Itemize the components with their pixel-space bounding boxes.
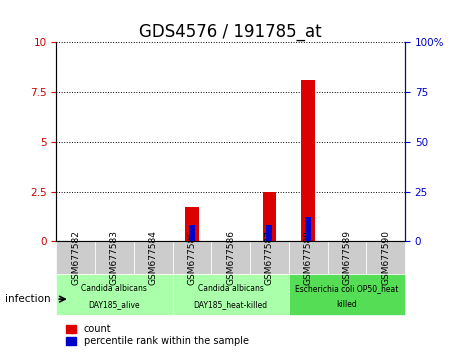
Text: infection: infection — [4, 294, 50, 304]
Bar — [189, 225, 195, 241]
Text: GSM677584: GSM677584 — [148, 230, 157, 285]
FancyBboxPatch shape — [172, 274, 289, 315]
Bar — [266, 225, 272, 241]
Text: DAY185_alive: DAY185_alive — [89, 301, 140, 309]
FancyBboxPatch shape — [289, 241, 328, 274]
Text: Escherichia coli OP50_heat: Escherichia coli OP50_heat — [295, 284, 399, 293]
FancyBboxPatch shape — [366, 241, 405, 274]
Text: Candida albicans: Candida albicans — [198, 284, 264, 293]
FancyBboxPatch shape — [289, 274, 405, 315]
Text: DAY185_heat-killed: DAY185_heat-killed — [194, 301, 268, 309]
FancyBboxPatch shape — [56, 274, 172, 315]
FancyBboxPatch shape — [134, 241, 172, 274]
FancyBboxPatch shape — [172, 241, 211, 274]
Text: GSM677590: GSM677590 — [381, 230, 390, 285]
Bar — [302, 80, 315, 241]
Text: GSM677583: GSM677583 — [110, 230, 119, 285]
FancyBboxPatch shape — [56, 241, 95, 274]
Text: killed: killed — [337, 301, 357, 309]
Bar — [263, 192, 276, 241]
Text: GSM677587: GSM677587 — [265, 230, 274, 285]
Bar — [185, 207, 198, 241]
Text: GSM677582: GSM677582 — [71, 230, 80, 285]
Text: GSM677585: GSM677585 — [187, 230, 196, 285]
FancyBboxPatch shape — [211, 241, 250, 274]
FancyBboxPatch shape — [250, 241, 289, 274]
Text: GSM677588: GSM677588 — [304, 230, 313, 285]
FancyBboxPatch shape — [95, 241, 134, 274]
Legend: count, percentile rank within the sample: count, percentile rank within the sample — [63, 321, 252, 349]
Bar — [305, 217, 311, 241]
FancyBboxPatch shape — [328, 241, 366, 274]
Text: Candida albicans: Candida albicans — [81, 284, 147, 293]
Title: GDS4576 / 191785_at: GDS4576 / 191785_at — [140, 23, 322, 41]
Text: GSM677586: GSM677586 — [226, 230, 235, 285]
Text: GSM677589: GSM677589 — [342, 230, 351, 285]
